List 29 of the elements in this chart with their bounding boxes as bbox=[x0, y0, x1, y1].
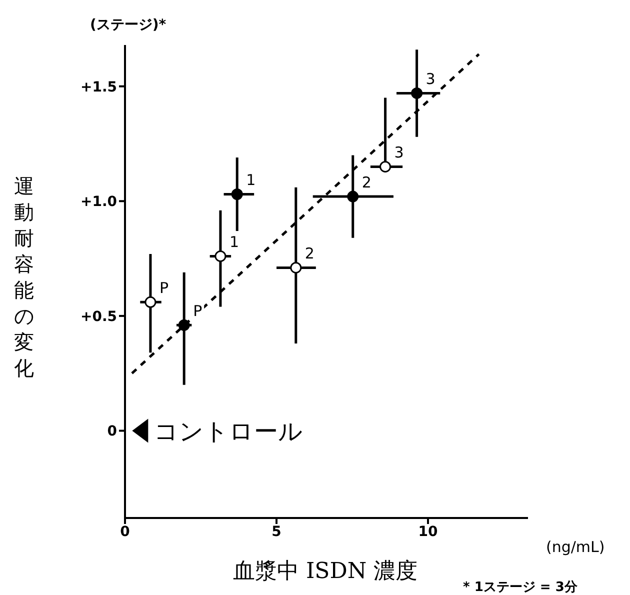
point bbox=[144, 296, 156, 308]
annotation: P bbox=[159, 279, 168, 298]
x-axis-title: 血漿中 ISDN 濃度 bbox=[233, 558, 418, 586]
annotation: 3 bbox=[394, 144, 404, 162]
point bbox=[380, 160, 392, 172]
annotation: 1 bbox=[229, 233, 239, 252]
point bbox=[411, 87, 423, 99]
text: (ng/mL) bbox=[546, 538, 605, 556]
y-axis-title: 運動耐容能の変化 bbox=[13, 173, 35, 381]
annotation: P bbox=[193, 302, 202, 320]
y-tick-label: +1.0 bbox=[80, 194, 118, 210]
series-label: コントロール bbox=[154, 418, 304, 446]
annotation: 3 bbox=[426, 70, 436, 88]
annotation: 2 bbox=[304, 244, 314, 263]
point bbox=[178, 319, 190, 331]
x-tick-label: 10 bbox=[418, 524, 438, 540]
annotation: 2 bbox=[362, 174, 372, 192]
y-tick-label: +1.5 bbox=[80, 79, 117, 96]
point bbox=[347, 190, 359, 202]
annotation: 1 bbox=[246, 171, 256, 190]
text: * 1ステージ = 3分 bbox=[463, 579, 578, 595]
text: (ステージ)* bbox=[90, 16, 166, 34]
x-tick-label: 5 bbox=[272, 524, 282, 540]
y-tick-label: +0.5 bbox=[80, 308, 117, 325]
point bbox=[214, 250, 226, 262]
y-tick-label: 0 bbox=[107, 424, 118, 440]
x-tick-label: 0 bbox=[120, 524, 130, 540]
point bbox=[231, 188, 243, 200]
point bbox=[290, 262, 302, 274]
